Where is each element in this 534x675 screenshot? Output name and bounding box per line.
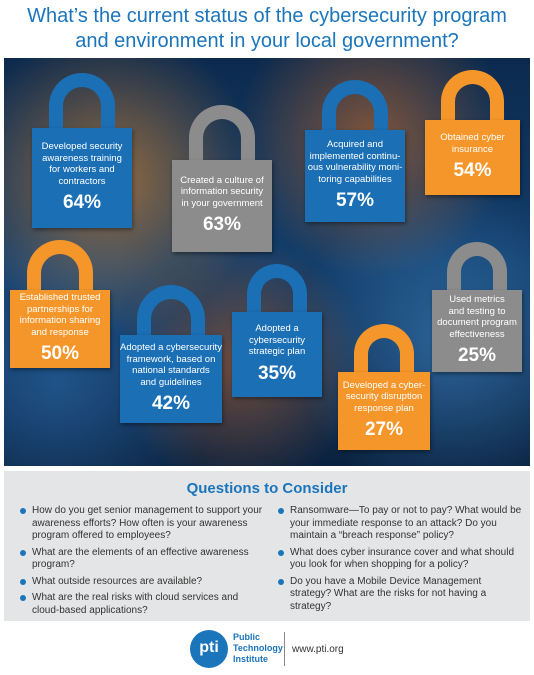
question: Do you have a Mobile Device Management s… bbox=[276, 576, 524, 614]
lock-percent: 63% bbox=[202, 214, 242, 236]
questions-right: Ransomware—To pay or not to pay? What wo… bbox=[276, 505, 524, 617]
lock-label: Developed a cyber- bbox=[342, 379, 426, 391]
url[interactable]: www.pti.org bbox=[292, 644, 344, 655]
lock-box: Adopted a cybersecurity framework, based … bbox=[120, 335, 222, 423]
lock-label: Developed security bbox=[41, 141, 123, 152]
lock-label: partnerships for bbox=[26, 303, 93, 315]
lock-label: in your government bbox=[181, 197, 263, 209]
question: What does cyber insurance cover and what… bbox=[276, 547, 524, 572]
lock-label: and response bbox=[31, 326, 89, 338]
question: How do you get senior management to supp… bbox=[18, 505, 268, 543]
lock-label: ous vulnerability moni- bbox=[307, 162, 403, 173]
lock-label: cybersecurity bbox=[249, 334, 305, 346]
lock-label: Adopted a bbox=[255, 323, 299, 335]
lock-label: information security bbox=[180, 186, 264, 198]
lock-shackle bbox=[189, 105, 255, 164]
hero-image: In July-August 2018 PTI conducted a surv… bbox=[4, 58, 530, 466]
question: What are the real risks with cloud servi… bbox=[18, 592, 268, 617]
lock-label: contractors bbox=[58, 175, 106, 187]
lock-label: implemented continu- bbox=[309, 150, 401, 162]
lock-label: and guidelines bbox=[140, 376, 202, 388]
divider bbox=[284, 632, 285, 666]
title-line: and environment in your local government… bbox=[75, 30, 459, 52]
lock-percent: 50% bbox=[40, 343, 80, 364]
lock-box: Developed a cyber-security disruption res… bbox=[338, 372, 430, 450]
lock-box: Obtained cyber insurance 54% bbox=[425, 120, 520, 195]
lock-shackle bbox=[247, 264, 307, 316]
lock-label: Acquired and bbox=[327, 139, 383, 150]
questions-panel: Questions to Consider How do you get sen… bbox=[4, 471, 530, 621]
lock-percent: 42% bbox=[151, 393, 191, 414]
lock-label: awareness training bbox=[42, 152, 122, 164]
question: What outside resources are available? bbox=[18, 576, 268, 589]
lock-label: strategic plan bbox=[248, 346, 306, 358]
question: Ransomware—To pay or not to pay? What wo… bbox=[276, 505, 524, 543]
lock-percent: 57% bbox=[335, 190, 375, 211]
lock-shackle bbox=[447, 242, 507, 294]
lock-shackle bbox=[353, 324, 415, 376]
lock-percent: 64% bbox=[62, 192, 102, 213]
lock-label: document program bbox=[437, 317, 517, 328]
lock-percent: 25% bbox=[457, 345, 497, 366]
questions-left: How do you get senior management to supp… bbox=[18, 505, 268, 621]
lock-box: Adopted a cybersecurity strategic plan 35% bbox=[232, 312, 322, 397]
lock-label: Used metrics bbox=[449, 294, 505, 305]
lock-shackle bbox=[137, 285, 205, 339]
lock-box: Acquired and implemented continu-ous vuln… bbox=[305, 130, 405, 222]
lock-label: national standards bbox=[132, 365, 210, 376]
lock-box: Developed security awareness training for … bbox=[32, 128, 132, 228]
lock-label: response plan bbox=[354, 402, 414, 414]
lock-percent: 54% bbox=[453, 160, 492, 181]
lock-box: Used metrics and testing to document progr… bbox=[432, 290, 522, 372]
lock-percent: 27% bbox=[364, 419, 404, 441]
lock-label: security disruption bbox=[345, 391, 423, 403]
org-name: Public Technology Institute bbox=[233, 632, 283, 665]
lock-shackle bbox=[27, 240, 93, 294]
org-line: Technology bbox=[233, 643, 283, 653]
lock-label: effectiveness bbox=[449, 328, 505, 340]
lock-shackle bbox=[49, 73, 115, 132]
lock-label: framework, based on bbox=[126, 353, 216, 365]
lock-shackle bbox=[441, 70, 504, 124]
lock-label: information sharing bbox=[19, 315, 101, 326]
lock-label: toring capabilities bbox=[318, 173, 392, 185]
org-line: Institute bbox=[233, 654, 268, 664]
org-line: Public bbox=[233, 632, 261, 642]
lock-label: insurance bbox=[451, 143, 494, 155]
logo: pti bbox=[190, 630, 228, 668]
lock-label: and testing to bbox=[448, 305, 506, 317]
title: What’s the current status of the cyberse… bbox=[0, 4, 534, 54]
question: What are the elements of an effective aw… bbox=[18, 547, 268, 572]
lock-label: Created a culture of bbox=[180, 174, 264, 186]
lock-box: Established trusted partnerships for infor… bbox=[10, 290, 110, 368]
lock-percent: 35% bbox=[257, 362, 297, 384]
lock-box: Created a culture of information security… bbox=[172, 160, 272, 252]
lock-label: Established trusted bbox=[19, 292, 101, 303]
lock-label: Obtained cyber bbox=[440, 132, 505, 143]
title-line: What’s the current status of the cyberse… bbox=[27, 5, 507, 27]
lock-label: Adopted a cybersecurity bbox=[120, 342, 222, 353]
lock-shackle bbox=[322, 80, 388, 134]
lock-label: for workers and bbox=[49, 164, 115, 175]
questions-title: Questions to Consider bbox=[186, 480, 348, 497]
